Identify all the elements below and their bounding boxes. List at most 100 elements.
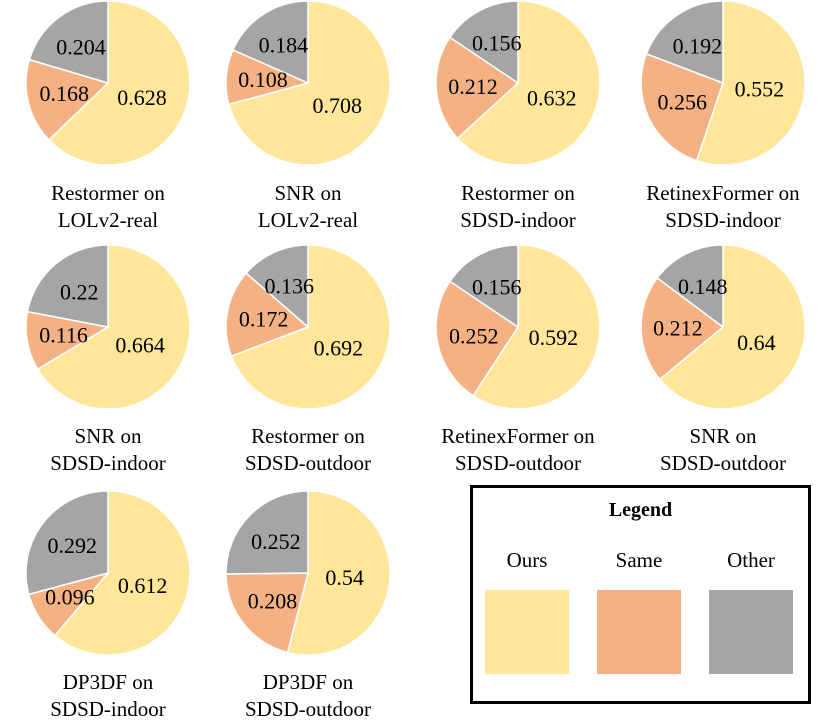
pie-10-label-other: 0.252: [251, 529, 301, 554]
pie-8-slice-same: [640, 276, 725, 381]
pie-7: 0.592 0.252 0.156: [435, 244, 601, 410]
pie-4-slice-ours: [695, 0, 806, 166]
pie-10-label-ours: 0.54: [325, 565, 364, 590]
pie-10-label-same: 0.208: [248, 588, 298, 613]
pie-4-title-line-1: RetinexFormer on: [646, 181, 800, 205]
pie-2-title-line-2: LOLv2-real: [257, 208, 359, 232]
pie-2-label-ours: 0.708: [313, 93, 363, 118]
pie-6-label-other: 0.136: [265, 274, 315, 299]
pie-10-title: DP3DF on SDSD-outdoor: [198, 669, 418, 723]
pie-9-label-other: 0.292: [47, 533, 97, 558]
pie-3-slice-ours: [456, 0, 601, 166]
pie-5: 0.664 0.116 0.22: [25, 244, 191, 410]
pie-4-label-other: 0.192: [673, 33, 723, 58]
pie-7-slice-same: [435, 280, 520, 397]
pie-6-title: Restormer on SDSD-outdoor: [198, 423, 418, 477]
legend-box: Legend Ours Same Other: [470, 485, 811, 704]
legend-label-ours: Ours: [506, 548, 548, 572]
pie-9-title-line-2: SDSD-indoor: [50, 697, 166, 721]
pie-8-label-ours: 0.64: [737, 330, 776, 355]
pie-1-title-line-1: Restormer on: [51, 181, 165, 205]
pie-9-label-same: 0.096: [45, 585, 95, 610]
pie-7-label-same: 0.252: [449, 324, 499, 349]
pie-2-title: SNR on LOLv2-real: [198, 180, 418, 234]
pie-8-slice-ours: [658, 244, 806, 410]
pie-9-label-ours: 0.612: [118, 573, 168, 598]
pie-5-slice-ours: [36, 244, 191, 410]
pie-2-slice-other: [231, 0, 309, 85]
pie-3-label-same: 0.212: [448, 74, 498, 99]
pie-9-slice-other: [25, 490, 109, 596]
pie-5-label-same: 0.116: [39, 322, 88, 347]
pie-6-label-same: 0.172: [239, 307, 289, 332]
pie-9-title: DP3DF on SDSD-indoor: [0, 669, 218, 723]
pie-3-title-line-2: SDSD-indoor: [460, 208, 576, 232]
pie-3-label-ours: 0.632: [527, 85, 577, 110]
pie-7-title: RetinexFormer on SDSD-outdoor: [408, 423, 628, 477]
legend-swatch-other: [709, 590, 793, 674]
pie-1: 0.628 0.168 0.204: [25, 0, 191, 166]
pie-3-slice-same: [435, 36, 520, 140]
pie-4-label-ours: 0.552: [735, 77, 785, 102]
pie-8: 0.64 0.212 0.148: [640, 244, 806, 410]
pie-1-title-line-2: LOLv2-real: [57, 208, 159, 232]
pie-1-slice-same: [25, 58, 110, 141]
pie-3-title-line-1: Restormer on: [461, 181, 575, 205]
pie-7-title-line-1: RetinexFormer on: [441, 424, 595, 448]
pie-10-title-line-1: DP3DF on: [262, 670, 354, 694]
pie-2-label-same: 0.108: [238, 67, 288, 92]
pie-7-slice-ours: [472, 244, 601, 410]
pie-1-label-ours: 0.628: [117, 85, 167, 110]
legend-title: Legend: [608, 499, 673, 521]
pie-4-title: RetinexFormer on SDSD-indoor: [613, 180, 830, 234]
legend-label-same: Same: [615, 548, 663, 572]
pie-1-label-other: 0.204: [56, 34, 106, 59]
pie-8-label-same: 0.212: [653, 316, 703, 341]
pie-6-title-line-2: SDSD-outdoor: [244, 451, 371, 475]
pie-7-slice-other: [448, 244, 519, 329]
pie-3-slice-other: [448, 0, 519, 85]
pie-3-title: Restormer on SDSD-indoor: [408, 180, 628, 234]
pie-6-slice-same: [225, 272, 310, 358]
pie-6-slice-other: [245, 244, 309, 329]
pie-5-title-line-1: SNR on: [74, 424, 142, 448]
pie-9-slice-ours: [53, 490, 191, 656]
pie-2-label-other: 0.184: [259, 33, 309, 58]
pie-5-title-line-2: SDSD-indoor: [50, 451, 166, 475]
pie-10-slice-same: [225, 572, 309, 654]
pie-4: 0.552 0.256 0.192: [640, 0, 806, 166]
pie-8-title-line-1: SNR on: [689, 424, 757, 448]
pie-2: 0.708 0.108 0.184: [225, 0, 391, 166]
pie-5-title: SNR on SDSD-indoor: [0, 423, 218, 477]
pie-5-label-other: 0.22: [60, 280, 99, 305]
pie-7-title-line-2: SDSD-outdoor: [454, 451, 581, 475]
pie-4-slice-other: [645, 0, 724, 85]
legend-swatch-same: [597, 590, 681, 674]
pie-6-label-ours: 0.692: [314, 335, 364, 360]
legend-label-other: Other: [727, 548, 775, 572]
pie-3-label-other: 0.156: [472, 31, 522, 56]
legend-item-same: Same: [597, 546, 681, 674]
pie-7-label-other: 0.156: [472, 275, 522, 300]
pie-9-title-line-1: DP3DF on: [62, 670, 154, 694]
pie-8-title: SNR on SDSD-outdoor: [613, 423, 830, 477]
pie-8-label-other: 0.148: [678, 274, 728, 299]
pie-10-slice-other: [225, 490, 309, 575]
pie-4-slice-same: [640, 52, 724, 162]
pie-10-slice-ours: [286, 490, 391, 656]
pie-5-label-ours: 0.664: [115, 333, 165, 358]
pie-6: 0.692 0.172 0.136: [225, 244, 391, 410]
pie-10-title-line-2: SDSD-outdoor: [244, 697, 371, 721]
pie-10: 0.54 0.208 0.252: [225, 490, 391, 656]
pie-6-title-line-1: Restormer on: [251, 424, 365, 448]
pie-3: 0.632 0.212 0.156: [435, 0, 601, 166]
pie-9: 0.612 0.096 0.292: [25, 490, 191, 656]
pie-1-title: Restormer on LOLv2-real: [0, 180, 218, 234]
pie-4-title-line-2: SDSD-indoor: [665, 208, 781, 232]
pie-1-slice-ours: [47, 0, 191, 166]
legend-item-ours: Ours: [485, 546, 569, 674]
legend-item-other: Other: [709, 546, 793, 674]
pie-7-label-ours: 0.592: [529, 325, 579, 350]
pie-1-slice-other: [28, 0, 109, 85]
